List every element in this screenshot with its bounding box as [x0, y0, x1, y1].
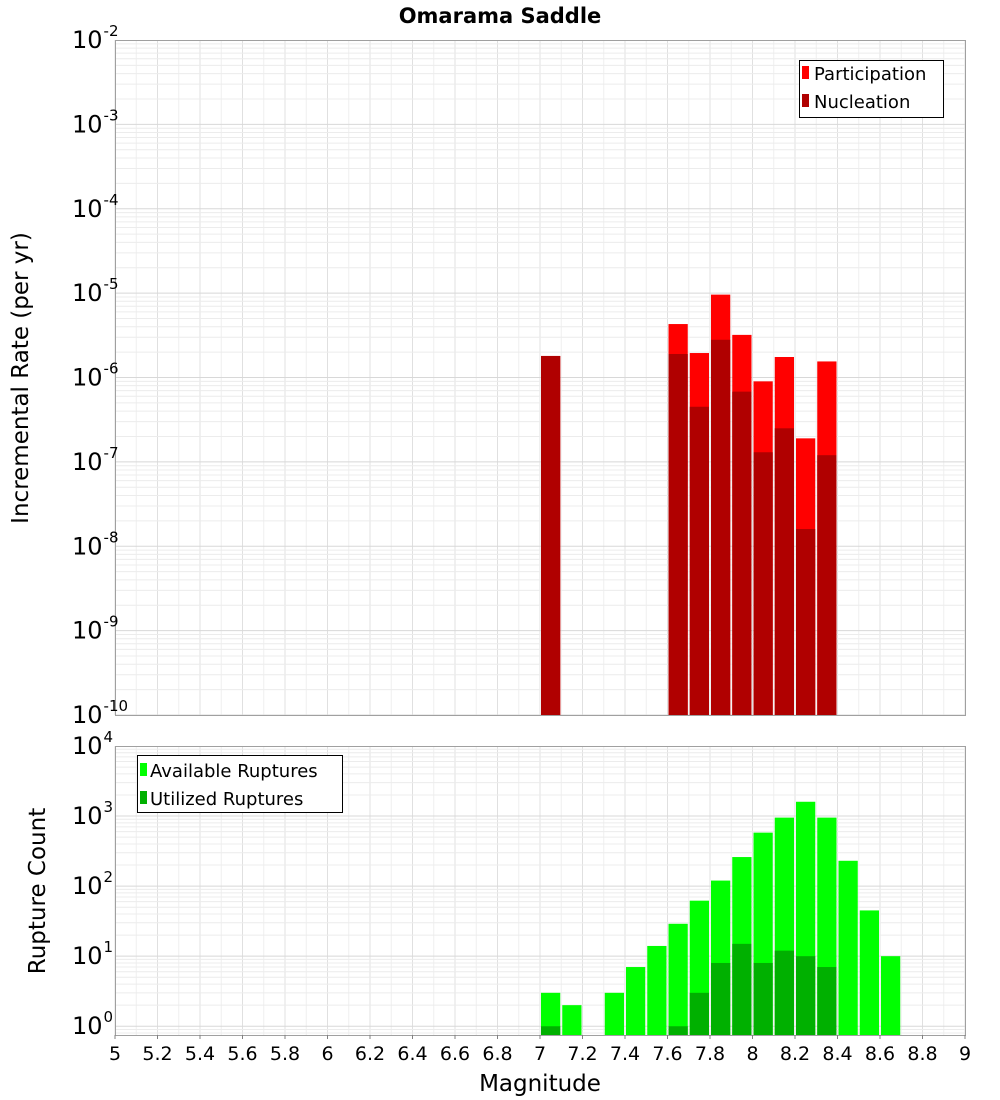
x-tick-label: 8.8 [907, 1043, 937, 1065]
x-tick-label: 7 [534, 1043, 546, 1065]
x-tick-label: 7.6 [652, 1043, 682, 1065]
bar-available-ruptures [604, 992, 624, 1035]
bottom-plot-bars [541, 801, 901, 1035]
legend-swatch-available [140, 763, 147, 776]
x-tick-label: 8.4 [822, 1043, 852, 1065]
bar-available-ruptures [626, 967, 646, 1035]
legend-label-nucleation: Nucleation [814, 92, 910, 113]
x-tick-label: 5.4 [185, 1043, 215, 1065]
bar-available-ruptures [881, 956, 901, 1035]
bar-nucleation [668, 353, 688, 715]
bar-utilized-ruptures [732, 943, 752, 1035]
bar-available-ruptures [541, 992, 561, 1035]
bar-utilized-ruptures [689, 992, 709, 1035]
bottom-y-axis-ticks: 100 101 102 103 104 [72, 728, 113, 1040]
legend-label-utilized: Utilized Ruptures [150, 789, 303, 810]
y-tick-label: 100 [72, 1008, 113, 1040]
bar-nucleation [689, 406, 709, 715]
x-tick-label: 5.2 [142, 1043, 172, 1065]
bar-available-ruptures [562, 1005, 582, 1035]
y-tick-label: 10-3 [72, 106, 119, 138]
y-tick-label: 10-2 [72, 22, 119, 54]
bar-utilized-ruptures [711, 962, 731, 1035]
bar-available-ruptures [647, 945, 667, 1035]
bar-nucleation [774, 428, 794, 715]
chart-title: Omarama Saddle [399, 4, 602, 28]
x-tick-label: 7.8 [695, 1043, 725, 1065]
x-tick-label: 6.2 [355, 1043, 385, 1065]
x-tick-label: 6.6 [440, 1043, 470, 1065]
y-tick-label: 10-9 [72, 613, 119, 645]
bar-nucleation [796, 529, 816, 715]
bar-utilized-ruptures [753, 962, 773, 1035]
top-legend: Participation Nucleation [799, 60, 944, 118]
bar-nucleation [711, 339, 731, 715]
bar-utilized-ruptures [774, 950, 794, 1035]
bottom-legend: Available Ruptures Utilized Ruptures [137, 755, 343, 813]
x-tick-label: 8.6 [865, 1043, 895, 1065]
x-tick-label: 6 [321, 1043, 333, 1065]
top-plot-bars [541, 294, 837, 715]
x-tick-label: 6.4 [397, 1043, 427, 1065]
top-plot-frame [115, 40, 966, 716]
legend-label-available: Available Ruptures [150, 761, 318, 782]
legend-swatch-utilized [140, 791, 147, 804]
y-tick-label: 101 [72, 938, 113, 970]
bar-nucleation [753, 452, 773, 715]
bar-available-ruptures [668, 923, 688, 1035]
y-tick-label: 10-10 [72, 697, 128, 729]
x-tick-label: 7.4 [610, 1043, 640, 1065]
x-tick-label: 7.2 [567, 1043, 597, 1065]
bar-utilized-ruptures [668, 1026, 688, 1035]
bar-utilized-ruptures [817, 967, 837, 1035]
x-tick-label: 6.8 [482, 1043, 512, 1065]
legend-label-participation: Participation [814, 64, 926, 85]
y-tick-label: 10-6 [72, 360, 119, 392]
legend-swatch-participation [802, 66, 809, 79]
x-tick-label: 8 [746, 1043, 758, 1065]
legend-swatch-nucleation [802, 94, 809, 107]
top-y-axis-label: Incremental Rate (per yr) [8, 232, 34, 524]
y-tick-label: 10-4 [72, 191, 119, 223]
bar-nucleation [541, 355, 561, 715]
bar-utilized-ruptures [796, 956, 816, 1035]
x-tick-label: 8.2 [780, 1043, 810, 1065]
x-tick-label: 9 [959, 1043, 971, 1065]
bottom-y-axis-label: Rupture Count [25, 808, 51, 974]
bar-available-ruptures [859, 910, 879, 1035]
x-tick-label: 5 [109, 1043, 121, 1065]
y-tick-label: 10-8 [72, 528, 119, 560]
bar-available-ruptures [838, 860, 858, 1035]
x-tick-label: 5.8 [270, 1043, 300, 1065]
top-plot-grid [114, 40, 966, 716]
x-axis-label: Magnitude [479, 1071, 601, 1097]
bar-nucleation [817, 455, 837, 715]
x-tick-label: 5.6 [227, 1043, 257, 1065]
y-tick-label: 102 [72, 868, 113, 900]
y-tick-label: 103 [72, 798, 113, 830]
bar-nucleation [732, 391, 752, 715]
y-tick-label: 104 [72, 728, 113, 760]
bar-utilized-ruptures [541, 1026, 561, 1035]
y-tick-label: 10-7 [72, 444, 119, 476]
bottom-plot-grid [114, 746, 966, 1035]
y-tick-label: 10-5 [72, 275, 119, 307]
x-axis-ticks: 5 5.2 5.4 5.6 5.8 6 6.2 6.4 6.6 6.8 7 7.2 7.4 7.6 7.8 8… [109, 1035, 971, 1065]
